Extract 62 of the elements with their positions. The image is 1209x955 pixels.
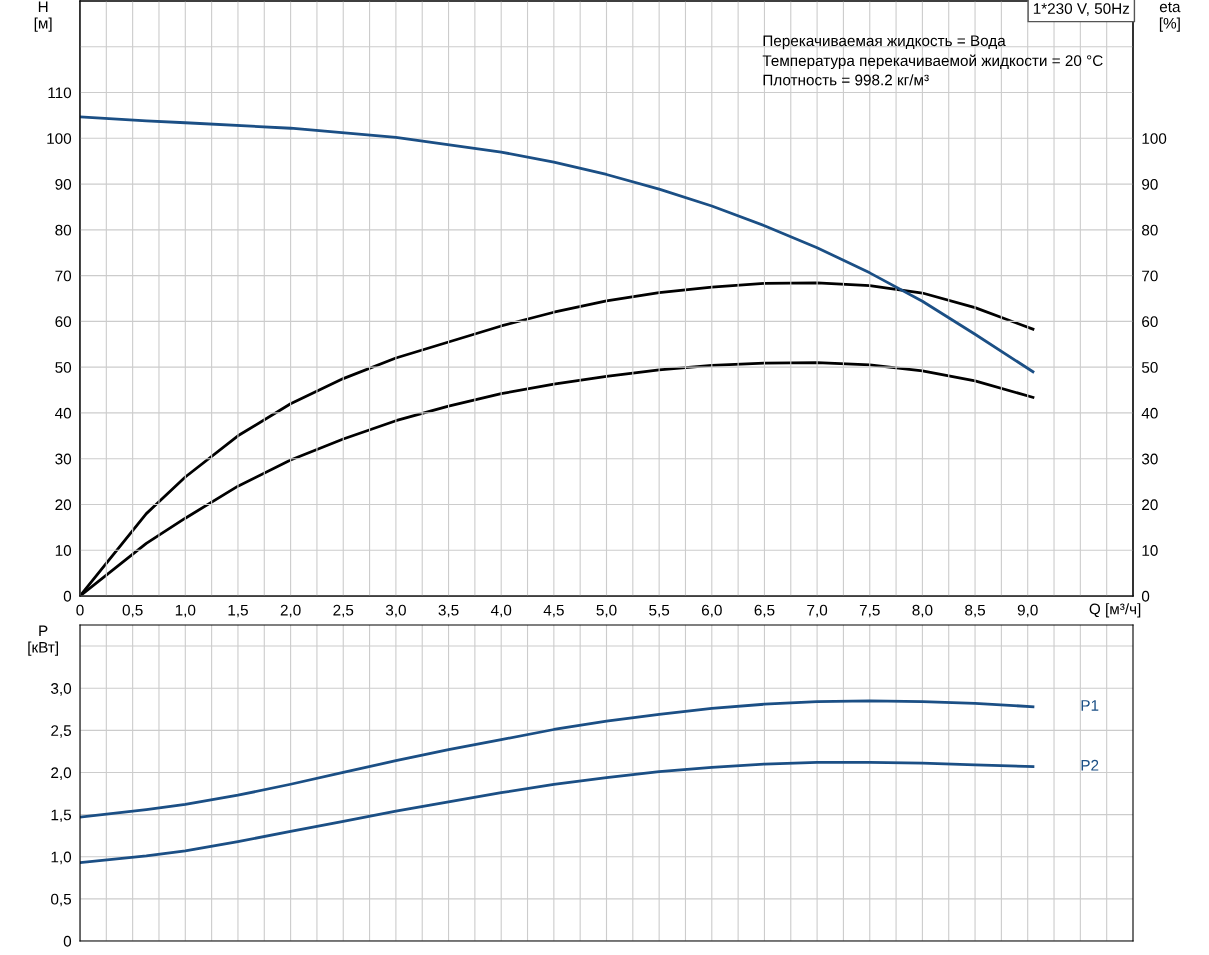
x-tick-label: 1,0 — [175, 604, 196, 618]
y-tick-label: 60 — [55, 316, 72, 328]
y2-tick-label: 50 — [1141, 362, 1158, 373]
y2-tick-label: 80 — [1142, 224, 1158, 236]
y-tick-label: 30 — [55, 453, 72, 465]
y2-tick-label: 70 — [1142, 270, 1158, 282]
y2-tick-label: 30 — [1141, 453, 1158, 465]
x-tick-label: 9,0 — [1017, 604, 1038, 618]
annotation: Плотность = 998.2 кг/м³ — [763, 74, 929, 86]
annotation: Температура перекачиваемой жидкости = 20 °C — [762, 54, 1103, 70]
line-series — [80, 760, 1035, 865]
x-tick-label: 3,5 — [438, 604, 459, 618]
x-tick-label: 3,0 — [385, 604, 406, 618]
chart-title: 1*230 V, 50Hz — [1033, 3, 1130, 16]
x-tick-label: 5,5 — [649, 604, 670, 618]
y2-tick-label: 20 — [1142, 499, 1158, 511]
x-tick-label: 6,5 — [754, 604, 775, 618]
y2-tick-label: 40 — [1141, 407, 1158, 419]
y-tick-label: 0 — [63, 935, 72, 947]
y2-tick-label: 100 — [1142, 133, 1167, 144]
x-tick-label: 6,0 — [701, 604, 722, 618]
x-tick-label: 7,5 — [859, 604, 880, 618]
y-tick-label: 100 — [47, 133, 72, 144]
x-tick-label: 0,5 — [122, 604, 143, 618]
x-tick-label: 2,0 — [280, 604, 301, 618]
y-tick-label: 0,5 — [51, 893, 72, 907]
x-tick-label: 7,0 — [807, 604, 828, 618]
y-tick-label: 90 — [55, 178, 72, 190]
y2-tick-label: 10 — [1142, 545, 1158, 556]
y-tick-label: 70 — [55, 270, 72, 282]
x-tick-label: 4,0 — [490, 604, 512, 618]
x-tick-label: 8,0 — [912, 604, 933, 618]
y-tick-label: 110 — [48, 87, 72, 99]
y-tick-label: 40 — [55, 407, 72, 419]
y-tick-label: 80 — [55, 224, 72, 236]
y-tick-label: 2,5 — [51, 725, 72, 738]
y2-tick-label: 60 — [1142, 316, 1158, 328]
x-tick-label: 4,5 — [543, 604, 564, 618]
text: P2 — [1081, 759, 1099, 771]
annotation: Перекачиваемая жидкость = Вода — [763, 35, 1006, 50]
y-axis-title: H [м] — [34, 1, 52, 32]
y-tick-label: 20 — [55, 499, 72, 511]
y-tick-label: 3,0 — [51, 683, 72, 696]
y-tick-label: 1,0 — [51, 851, 72, 865]
x-tick-label: 1,5 — [228, 604, 248, 618]
line-series — [80, 699, 1035, 819]
y-tick-label: 1,5 — [51, 809, 72, 823]
y-tick-label: 50 — [55, 362, 72, 373]
text: P1 — [1081, 700, 1099, 711]
y-tick-label: 0 — [63, 590, 72, 602]
y2-tick-label: 0 — [1141, 590, 1150, 602]
y2-tick-label: 90 — [1142, 178, 1158, 190]
y-tick-label: 2,0 — [51, 767, 72, 780]
x-tick-label: 2,5 — [333, 604, 354, 618]
x-axis-title: Q [м³/ч] — [1089, 603, 1141, 618]
y2-axis-title: eta [%] — [1159, 2, 1181, 32]
line-series — [80, 115, 1035, 374]
y-tick-label: 10 — [55, 545, 72, 556]
x-tick-label: 0 — [76, 604, 84, 616]
x-tick-label: 5,0 — [596, 604, 617, 618]
y-axis-title: P [кВт] — [28, 625, 58, 656]
x-tick-label: 8,5 — [965, 604, 986, 618]
